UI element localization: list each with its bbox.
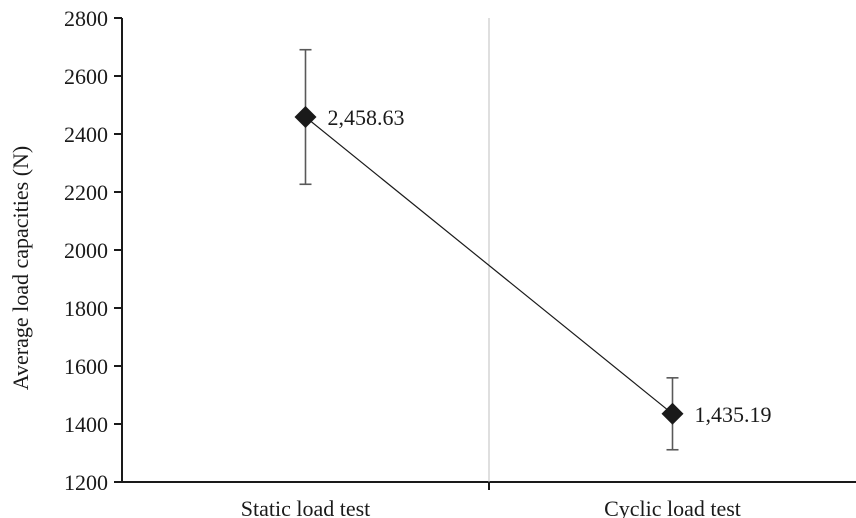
y-tick-label: 2800 — [64, 6, 108, 31]
series-layer: 2,458.63 1,435.19 — [294, 48, 772, 451]
y-tick-label: 2600 — [64, 64, 108, 89]
y-tick-label: 1200 — [64, 470, 108, 495]
y-tick-label: 2200 — [64, 180, 108, 205]
series-line — [305, 116, 673, 415]
y-tick-label: 1800 — [64, 296, 108, 321]
y-tick-label: 2400 — [64, 122, 108, 147]
x-tick-label: Static load test — [241, 496, 371, 518]
y-tick-label: 1400 — [64, 412, 108, 437]
data-point-diamond — [294, 105, 317, 128]
y-ticks: 1200 1400 1600 1800 2000 2200 2400 2600 2800 — [64, 6, 122, 495]
data-label: 1,435.19 — [695, 402, 772, 427]
y-axis-title: Average load capacities (N) — [8, 146, 33, 391]
x-tick-label: Cyclic load test — [604, 496, 741, 518]
data-label: 2,458.63 — [328, 105, 405, 130]
data-point-diamond — [661, 402, 684, 425]
y-tick-label: 1600 — [64, 354, 108, 379]
x-ticks: Static load test Cyclic load test — [241, 482, 741, 518]
y-tick-label: 2000 — [64, 238, 108, 263]
